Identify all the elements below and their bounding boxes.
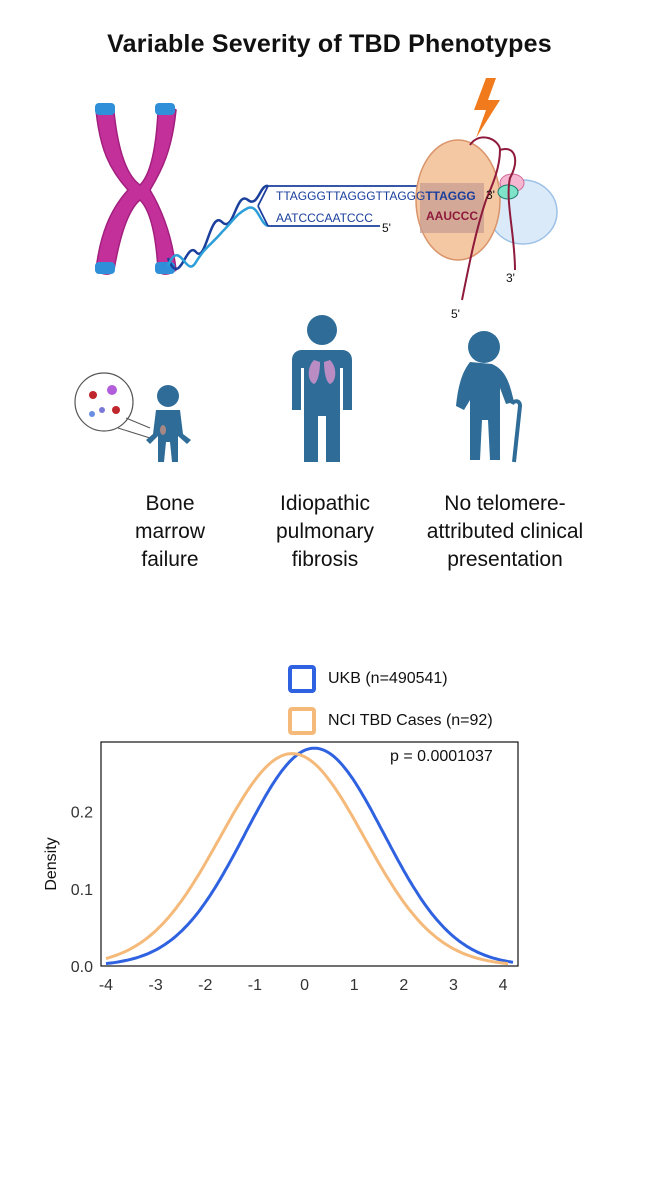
elderly-cane-icon xyxy=(456,331,523,463)
density-xtick-label: 3 xyxy=(449,977,458,994)
legend-item-nci: NCI TBD Cases (n=92) xyxy=(288,702,493,740)
chart-legend: UKB (n=490541) NCI TBD Cases (n=92) xyxy=(288,660,493,744)
density-xtick-label: -3 xyxy=(148,977,162,994)
density-curve-ukb xyxy=(105,746,514,966)
telomere-top-strand-bold: TTAGGG xyxy=(425,189,475,203)
legend-label-nci: NCI TBD Cases (n=92) xyxy=(328,712,493,729)
prime-3-top: 3' xyxy=(486,188,495,202)
legend-swatch-nci xyxy=(288,707,316,735)
dna-helix xyxy=(166,184,269,271)
p-value-annotation: p = 0.0001037 xyxy=(390,748,493,765)
density-plot-frame xyxy=(100,741,519,967)
telomere-bottom-strand: AATCCCAATCCC xyxy=(276,211,373,225)
density-curve-nci xyxy=(105,752,509,966)
caption-pulmonary-fibrosis: Idiopathic pulmonary fibrosis xyxy=(275,492,375,571)
density-xtick-label: 4 xyxy=(499,977,508,994)
prime-5-rna: 5' xyxy=(451,307,460,321)
density-xtick-label: -2 xyxy=(198,977,212,994)
prime-5-bottom: 5' xyxy=(382,221,391,235)
legend-label-ukb: UKB (n=490541) xyxy=(328,670,448,687)
illustration-top: TTAGGGTTAGGGTTAGGGTTAGGG 3' AATCCCAATCCC… xyxy=(74,78,558,463)
lightning-icon xyxy=(474,78,500,138)
density-xtick-label: -1 xyxy=(248,977,262,994)
svg-text:TTAGGGTTAGGGTTAGGGTTAGGG: TTAGGGTTAGGGTTAGGGTTAGGG xyxy=(276,189,476,203)
caption-bone-marrow: Bone marrow failure xyxy=(134,492,205,571)
telomerase-enzyme xyxy=(415,136,558,301)
prime-3-rna: 3' xyxy=(506,271,515,285)
density-ytick-label: 0.2 xyxy=(71,805,93,822)
density-chart: -4-3-2-1012340.00.10.2Density-4-3-2-1012… xyxy=(43,741,519,994)
density-xtick-label: 1 xyxy=(350,977,359,994)
density-xtick-label: -4 xyxy=(99,977,113,994)
rna-template: AAUCCC xyxy=(426,209,478,223)
legend-item-ukb: UKB (n=490541) xyxy=(288,660,493,698)
caption-no-presentation: No telomere- attributed clinical present… xyxy=(426,492,584,571)
telomere-top-strand: TTAGGGTTAGGGTTAGGG xyxy=(276,189,425,203)
density-xtick-label: 0 xyxy=(300,977,309,994)
figure-title: Variable Severity of TBD Phenotypes xyxy=(107,30,552,58)
child-icon xyxy=(74,372,191,462)
density-xtick-label: 2 xyxy=(399,977,408,994)
legend-swatch-ukb xyxy=(288,665,316,693)
density-ylabel: Density xyxy=(43,837,60,890)
density-ytick-label: 0.1 xyxy=(71,882,93,899)
adult-lungs-icon xyxy=(292,315,352,462)
density-ytick-label: 0.0 xyxy=(71,959,93,976)
